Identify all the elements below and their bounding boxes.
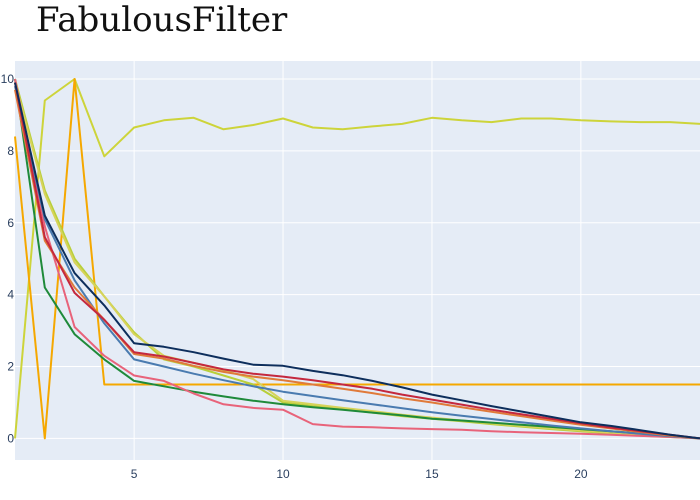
- axis-ticks: 5 10 15 20 0 2 4 6 8 10: [1, 72, 588, 481]
- chart-title: FabulousFilter: [36, 0, 288, 40]
- series-line-10: [14, 82, 700, 440]
- series-line-8: [14, 89, 700, 440]
- y-tick-label: 6: [7, 216, 14, 230]
- series-line-9: [14, 82, 700, 440]
- series-line-2: [14, 78, 700, 440]
- y-tick-label: 2: [7, 360, 14, 374]
- y-tick-label: 4: [7, 288, 14, 302]
- x-tick-label: 10: [276, 467, 290, 481]
- series-lines: [14, 78, 700, 440]
- grid-lines: [15, 61, 700, 460]
- series-line-4: [14, 82, 700, 440]
- series-line-7: [14, 85, 700, 440]
- series-line-1: [14, 78, 700, 439]
- series-line-6: [14, 78, 700, 440]
- y-tick-label: 8: [7, 144, 14, 158]
- y-tick-label: 0: [7, 431, 14, 445]
- x-tick-label: 15: [425, 467, 439, 481]
- x-tick-label: 5: [131, 467, 138, 481]
- x-tick-label: 20: [574, 467, 588, 481]
- y-tick-label: 10: [1, 72, 15, 86]
